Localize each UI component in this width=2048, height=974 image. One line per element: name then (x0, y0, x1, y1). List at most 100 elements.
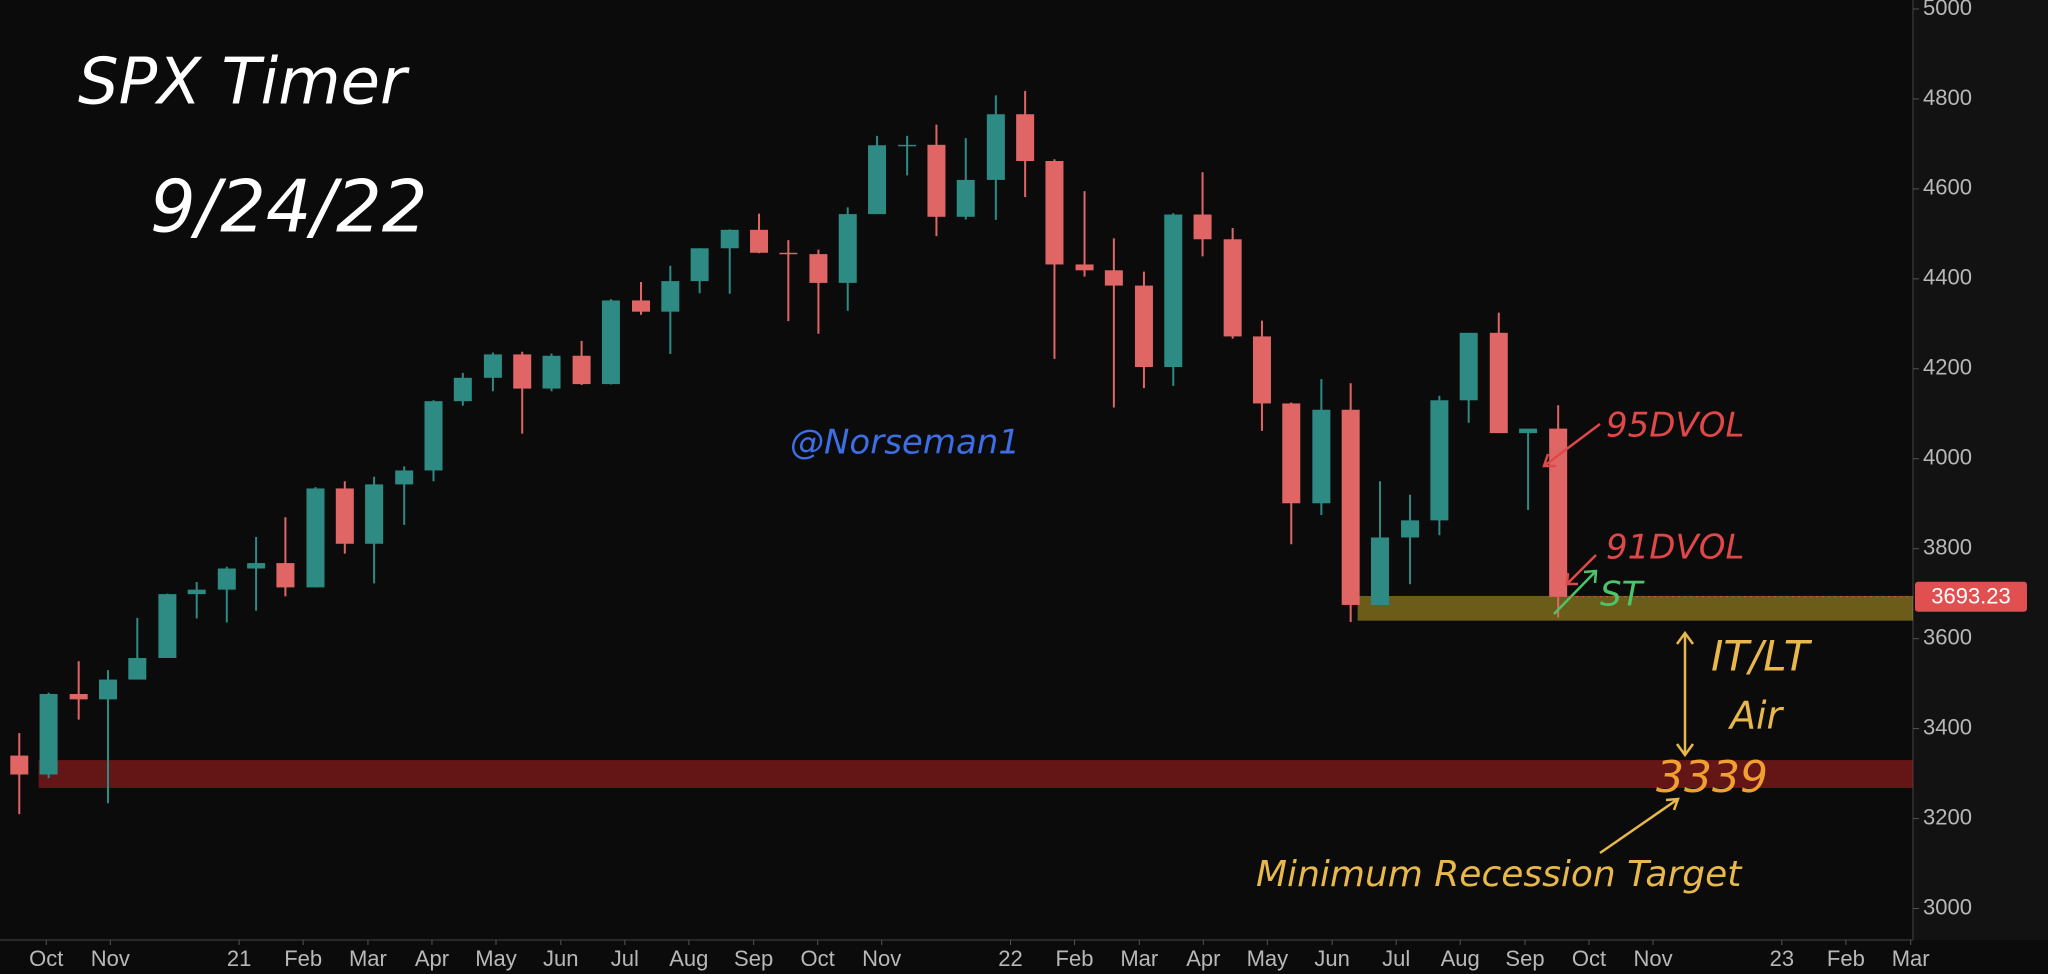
candle-body (1134, 285, 1153, 368)
y-tick-label: 4000 (1923, 445, 1972, 470)
candle-body (956, 179, 975, 217)
bands (38, 595, 1913, 788)
candle-body (483, 354, 502, 378)
arrow-head (1583, 569, 1598, 584)
candle-body (1341, 409, 1360, 605)
candle-body (572, 355, 591, 385)
x-tick-label: Jul (1382, 946, 1410, 971)
candle-body (542, 355, 561, 389)
candle-body (601, 300, 620, 385)
y-tick-label: 3800 (1923, 535, 1972, 560)
x-tick-label: Aug (669, 946, 708, 971)
candle-body (335, 488, 354, 544)
y-tick-label: 5000 (1923, 0, 1972, 20)
candle-body (1223, 239, 1242, 337)
zone-band (38, 760, 1913, 788)
candle-body (1312, 409, 1331, 504)
candle-body (395, 470, 414, 485)
annotation: ST (1600, 575, 1645, 615)
y-tick-label: 4800 (1923, 85, 1972, 110)
x-tick-label: Sep (1505, 946, 1544, 971)
candle-body (10, 755, 29, 775)
x-tick-label: Jun (1314, 946, 1349, 971)
x-tick-label: 21 (227, 946, 251, 971)
x-tick-label: Sep (734, 946, 773, 971)
arrow (1543, 423, 1601, 467)
candle-body (1519, 428, 1538, 434)
x-tick-label: Jun (543, 946, 578, 971)
x-tick-label: Mar (1892, 946, 1930, 971)
candle-body (158, 594, 177, 658)
x-tick-label: Nov (1633, 946, 1672, 971)
candle-body (424, 401, 443, 471)
candle-body (1045, 161, 1064, 265)
candle-body (187, 589, 206, 595)
candle-body (690, 248, 709, 282)
candle-body (809, 254, 828, 283)
candle-body (1430, 400, 1449, 521)
x-tick-label: Aug (1441, 946, 1480, 971)
candle-body (513, 354, 532, 389)
arrows (1542, 423, 1695, 855)
candle-body (39, 693, 58, 775)
price-axis-panel (1913, 0, 2048, 940)
candle-body (276, 563, 295, 588)
candle-body (247, 563, 266, 569)
y-tick-label: 3400 (1923, 714, 1972, 739)
candle-body (868, 145, 887, 215)
arrow-head (1565, 572, 1578, 586)
chart-title: SPX Timer (78, 46, 410, 120)
x-tick-label: May (1247, 946, 1289, 971)
y-tick-label: 3600 (1923, 624, 1972, 649)
x-tick-label: 22 (998, 946, 1022, 971)
candle-body (927, 144, 946, 217)
candle-body (69, 693, 88, 700)
candle-body (1459, 332, 1478, 401)
candle-body (750, 229, 769, 253)
candle-body (632, 300, 651, 312)
candle-body (1401, 520, 1420, 538)
candle-body (1282, 403, 1301, 504)
annotation: Air (1727, 694, 1785, 738)
x-tick-label: Nov (862, 946, 901, 971)
arrow (1599, 797, 1679, 855)
x-tick-label: Apr (415, 946, 449, 971)
arrow-head (1542, 453, 1556, 468)
candle-body (1252, 336, 1271, 404)
arrow-head (1675, 630, 1695, 645)
y-tick-label: 4400 (1923, 265, 1972, 290)
x-tick-label: Apr (1186, 946, 1220, 971)
x-tick-label: Feb (284, 946, 322, 971)
candle-body (306, 488, 325, 588)
annotation: 95DVOL (1606, 406, 1744, 446)
x-tick-label: Jul (611, 946, 639, 971)
annotation: 3339 (1656, 752, 1768, 803)
x-tick-label: 23 (1770, 946, 1794, 971)
y-tick-label: 4600 (1923, 175, 1972, 200)
candle-body (1104, 270, 1123, 286)
candle-body (98, 679, 117, 700)
candle-body (1489, 332, 1508, 434)
candle-body (1075, 264, 1094, 271)
x-tick-label: Nov (91, 946, 130, 971)
candle-body (779, 252, 798, 255)
x-tick-label: Mar (1120, 946, 1158, 971)
candle-body (1164, 214, 1183, 368)
x-tick-label: Oct (1572, 946, 1606, 971)
arrow-head (1665, 797, 1680, 811)
arrow (1553, 570, 1597, 615)
candle-body (838, 214, 857, 283)
candle-body (661, 281, 680, 312)
annotation: 91DVOL (1606, 528, 1744, 568)
candle-body (986, 114, 1005, 180)
candle-body (1549, 428, 1568, 597)
candle-body (898, 144, 917, 147)
candle-body (1016, 114, 1035, 162)
candle-body (720, 229, 739, 249)
candle-body (365, 484, 384, 544)
y-tick-label: 3000 (1923, 894, 1972, 919)
last-price-label: 3693.23 (1931, 584, 2011, 609)
x-tick-label: Oct (29, 946, 63, 971)
